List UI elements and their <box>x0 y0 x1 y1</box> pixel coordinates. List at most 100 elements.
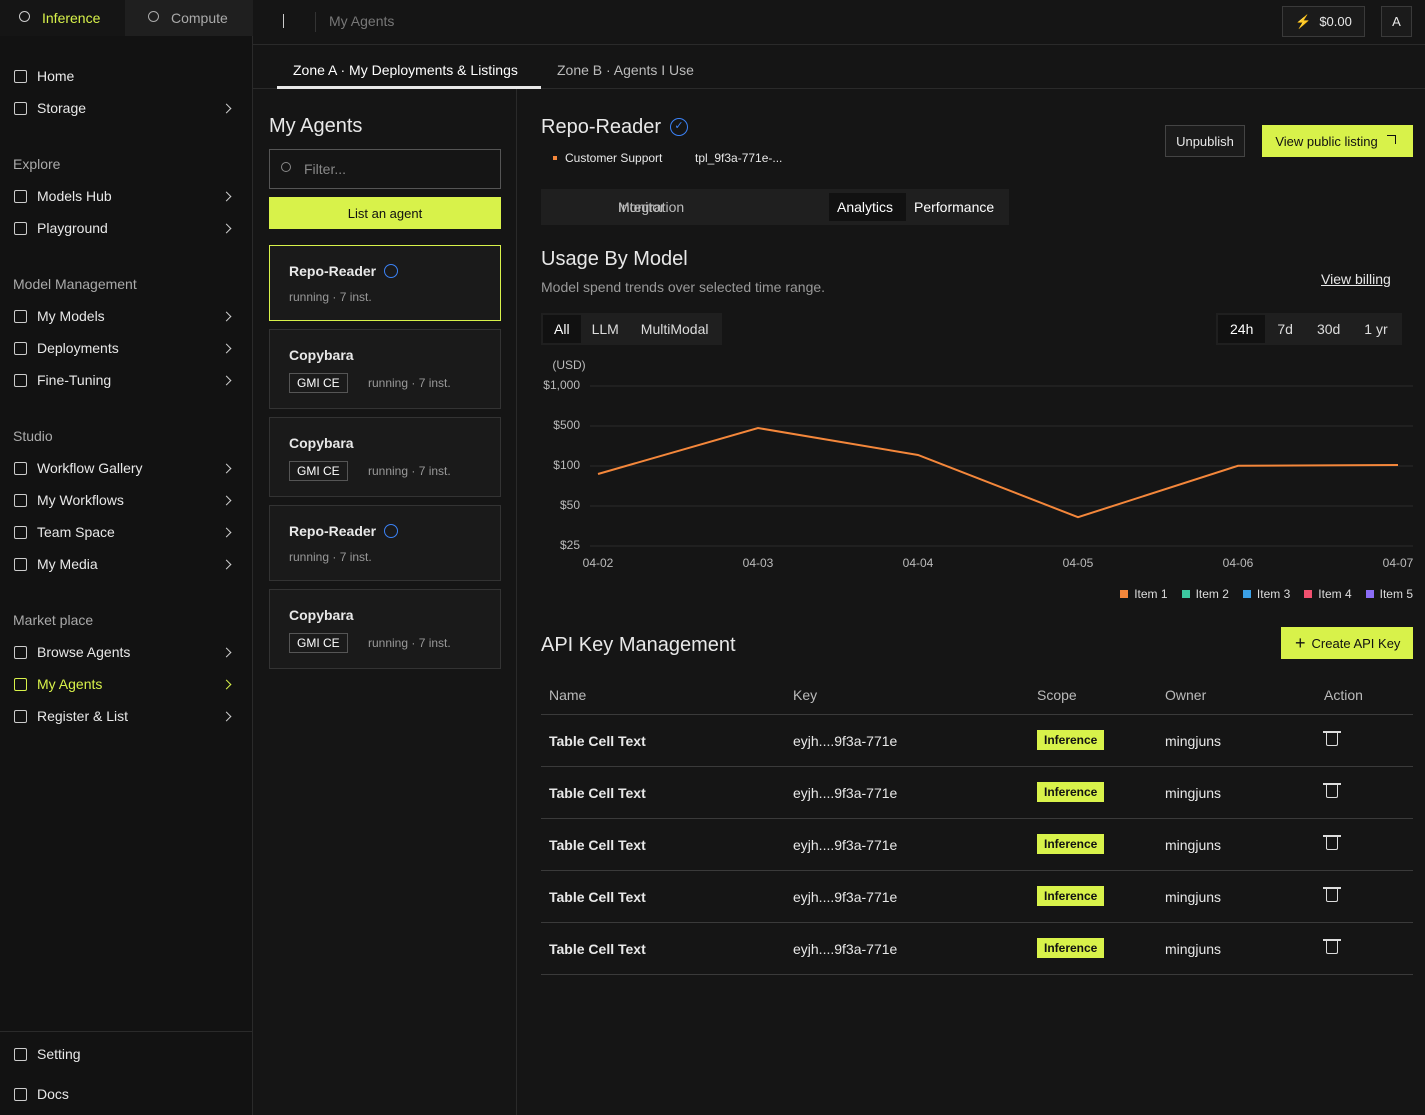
agent-card[interactable]: Copybara GMI CE running · 7 inst. <box>269 589 501 669</box>
table-cell: mingjuns <box>1165 733 1222 749</box>
table-cell: eyjh....9f3a-771e <box>793 889 898 905</box>
agent-name: Repo-Reader <box>289 523 377 539</box>
agent-card[interactable]: Copybara GMI CE running · 7 inst. <box>269 417 501 497</box>
legend: Item 1 Item 2 Item 3 Item 4 Item 5 <box>1120 587 1413 601</box>
y-tick-label: $500 <box>553 418 580 432</box>
section-title: Studio <box>13 428 53 444</box>
nav-item[interactable]: Team Space <box>37 524 115 540</box>
chevron <box>221 311 232 322</box>
nav-item[interactable]: Browse Agents <box>37 644 131 660</box>
billing-link[interactable]: View billing <box>1321 271 1391 287</box>
agent-card[interactable]: Repo-Reader running · 7 inst. <box>269 245 501 321</box>
delete-lid <box>1323 835 1341 837</box>
verified-icon <box>384 524 398 538</box>
section-title: Market place <box>13 612 94 628</box>
nav-item[interactable]: Playground <box>37 220 108 236</box>
nav-item[interactable]: Storage <box>37 100 87 116</box>
tab-icon <box>148 11 159 22</box>
nav-item[interactable]: Models Hub <box>37 188 112 204</box>
nav-icon <box>14 102 27 115</box>
nav-icon <box>14 1048 27 1061</box>
api-title: API Key Management <box>541 634 736 656</box>
active-underline <box>277 86 541 89</box>
nav-item[interactable]: Workflow Gallery <box>37 460 143 476</box>
segment[interactable]: 24h <box>1218 315 1266 343</box>
detail-tab[interactable]: Performance <box>914 199 995 215</box>
scope-badge: Inference <box>1037 938 1105 958</box>
nav-item[interactable]: Docs <box>37 1086 69 1102</box>
nav-icon <box>14 222 27 235</box>
tag-dot <box>553 156 557 160</box>
segment[interactable]: 1 yr <box>1364 321 1388 337</box>
agent-card[interactable]: Copybara GMI CE running · 7 inst. <box>269 329 501 409</box>
detail-tab[interactable]: Monitor <box>618 199 665 215</box>
sidebar-tab[interactable]: Compute <box>125 0 253 36</box>
zone-tab[interactable]: Zone B · Agents I Use <box>557 62 694 78</box>
nav-item[interactable]: Setting <box>37 1046 81 1062</box>
delete-icon[interactable] <box>1326 733 1338 746</box>
agent-tag: Customer Support <box>565 151 663 165</box>
delete-icon[interactable] <box>1326 837 1338 850</box>
usage-subtitle: Model spend trends over selected time ra… <box>541 279 826 295</box>
segment[interactable]: All <box>543 315 581 343</box>
create-key-button[interactable]: Create API Key <box>1281 627 1413 659</box>
table-cell: Table Cell Text <box>549 837 646 853</box>
nav-item[interactable]: My Workflows <box>37 492 124 508</box>
column-header: Key <box>793 687 818 703</box>
legend-item: Item 1 <box>1120 587 1168 601</box>
agent-status: running · 7 inst. <box>368 376 451 390</box>
nav-icon <box>14 1088 27 1101</box>
delete-icon[interactable] <box>1326 785 1338 798</box>
detail-tab[interactable]: Integration <box>618 199 685 215</box>
legend-swatch <box>1181 590 1190 598</box>
chevron <box>221 711 232 722</box>
zone-tab[interactable]: Zone A · My Deployments & Listings <box>293 62 518 78</box>
legend-swatch <box>1365 590 1374 598</box>
legend-item: Item 4 <box>1304 587 1352 601</box>
nav-item[interactable]: My Media <box>37 556 98 572</box>
search-icon <box>281 162 291 172</box>
segment[interactable]: LLM <box>591 321 619 337</box>
nav-item[interactable]: Deployments <box>37 340 119 356</box>
nav-icon <box>14 310 27 323</box>
table-row: Table Cell Text eyjh....9f3a-771e Inferenc… <box>541 767 1413 819</box>
legend-label: Item 4 <box>1318 587 1352 601</box>
segment[interactable]: 30d <box>1316 321 1341 337</box>
legend-label: Item 5 <box>1379 587 1413 601</box>
nav-item[interactable]: My Agents <box>37 676 103 692</box>
delete-icon[interactable] <box>1326 941 1338 954</box>
nav-item[interactable]: My Models <box>37 308 105 324</box>
unpublish-button[interactable]: Unpublish <box>1165 125 1245 157</box>
agent-status: running · 7 inst. <box>289 290 372 304</box>
filter-input[interactable]: Filter... <box>269 149 501 189</box>
column-header: Action <box>1324 687 1363 703</box>
y-axis-label: (USD) <box>552 358 585 372</box>
table-cell: Table Cell Text <box>549 733 646 749</box>
delete-icon[interactable] <box>1326 889 1338 902</box>
legend-item: Item 2 <box>1181 587 1229 601</box>
tab-active-bg <box>829 193 906 221</box>
nav-item[interactable]: Fine-Tuning <box>37 372 112 388</box>
segment[interactable]: MultiModal <box>640 321 709 337</box>
legend-label: Item 3 <box>1256 587 1291 601</box>
x-tick-label: 04-03 <box>743 556 774 570</box>
segment[interactable]: 7d <box>1277 321 1293 337</box>
collapse-icon[interactable] <box>283 14 297 28</box>
nav-item[interactable]: Register & List <box>37 708 129 724</box>
list-agent-button[interactable]: List an agent <box>269 197 501 229</box>
balance[interactable]: ⚡ $0.00 <box>1282 6 1365 37</box>
topbar: My Agents ⚡ $0.00 A <box>253 0 1425 45</box>
y-tick-label: $25 <box>560 538 580 552</box>
delete-lid <box>1323 887 1341 889</box>
x-tick-label: 04-05 <box>1063 556 1094 570</box>
detail: Repo-Reader ✓ Customer Support tpl_9f3a-… <box>517 89 1425 1115</box>
detail-tab[interactable]: Analytics <box>837 199 894 215</box>
section-title: Explore <box>13 156 61 172</box>
nav-item[interactable]: Home <box>37 68 75 84</box>
view-listing-button[interactable]: View public listing <box>1262 125 1413 157</box>
avatar[interactable]: A <box>1381 6 1412 37</box>
verified-icon <box>384 264 398 278</box>
table-cell: Table Cell Text <box>549 785 646 801</box>
agent-card[interactable]: Repo-Reader running · 7 inst. <box>269 505 501 581</box>
